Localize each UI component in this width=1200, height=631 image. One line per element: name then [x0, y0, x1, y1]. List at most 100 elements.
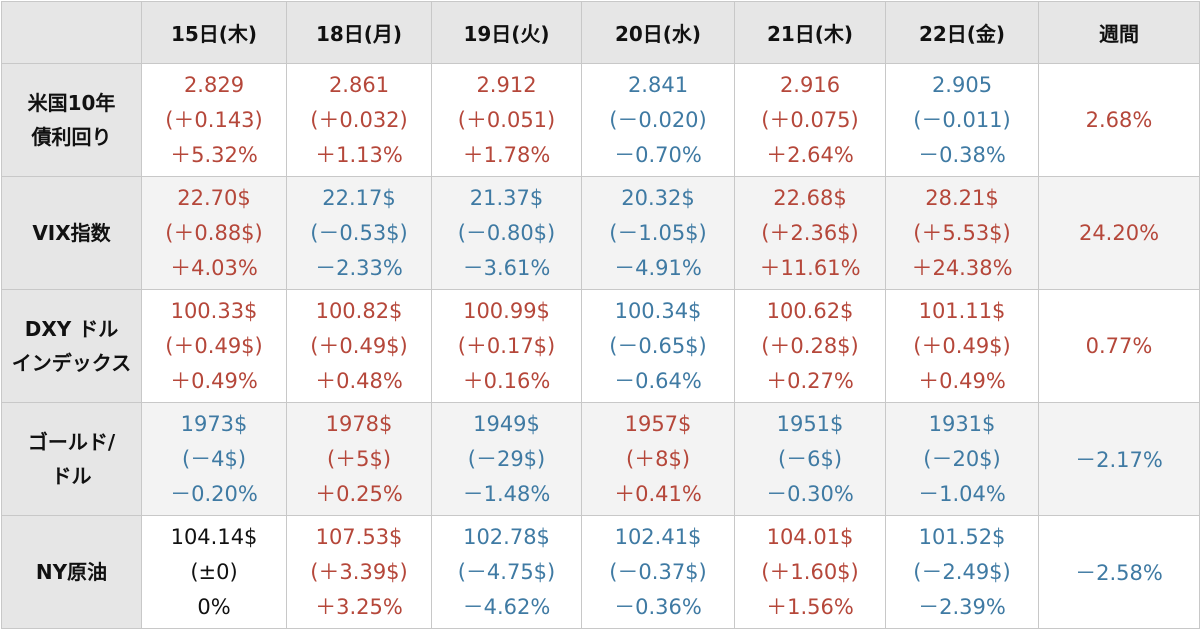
data-cell: 2.829 (＋0.143) ＋5.32% — [141, 63, 287, 177]
data-cell: 22.70$ (＋0.88$) ＋4.03% — [141, 176, 287, 290]
row-label-line: VIX指数 — [32, 221, 111, 245]
cell-change: (＋0.49$) — [310, 333, 408, 358]
cell-change: (－4.75$) — [457, 559, 556, 584]
column-header-day: 21日(木) — [734, 1, 886, 64]
cell-value: 107.53$ — [315, 524, 403, 549]
cell-value: 101.52$ — [918, 524, 1006, 549]
data-cell: 2.905 (－0.011) －0.38% — [885, 63, 1039, 177]
cell-pct: ＋1.78% — [462, 142, 551, 167]
cell-value: 102.78$ — [463, 524, 550, 549]
row-label-line: インデックス — [11, 351, 132, 375]
cell-pct: －0.70% — [614, 142, 702, 167]
cell-pct: ＋0.25% — [315, 481, 403, 506]
cell-value: 100.34$ — [614, 298, 702, 323]
cell-pct: ＋1.56% — [766, 594, 854, 619]
weekly-cell: 0.77% — [1038, 289, 1200, 403]
cell-value: 1951$ — [776, 411, 844, 436]
data-cell: 104.01$ (＋1.60$) ＋1.56% — [734, 515, 886, 629]
cell-value: 104.01$ — [766, 524, 854, 549]
cell-pct: －1.48% — [462, 481, 551, 506]
cell-change: (＋0.49$) — [165, 333, 263, 358]
cell-change: (－1.05$) — [609, 220, 707, 245]
cell-value: 2.829 — [183, 72, 245, 97]
cell-value: 100.33$ — [170, 298, 258, 323]
data-cell: 100.62$ (＋0.28$) ＋0.27% — [734, 289, 886, 403]
cell-value: 22.70$ — [177, 185, 251, 210]
column-header-day: 15日(木) — [141, 1, 287, 64]
cell-pct: ＋0.27% — [766, 368, 854, 393]
cell-pct: －2.33% — [315, 255, 403, 280]
cell-pct: 0% — [197, 594, 231, 619]
data-cell: 101.52$ (－2.49$) －2.39% — [885, 515, 1039, 629]
column-header-day: 20日(水) — [581, 1, 735, 64]
data-cell: 1931$ (－20$) －1.04% — [885, 402, 1039, 516]
cell-change: (－0.65$) — [609, 333, 707, 358]
weekly-cell: －2.17% — [1038, 402, 1200, 516]
row-label-line: NY原油 — [35, 560, 108, 584]
row-label-line: ドル — [51, 464, 92, 488]
data-cell: 100.33$ (＋0.49$) ＋0.49% — [141, 289, 287, 403]
row-label-line: DXY ドル — [24, 317, 119, 341]
row-label: NY原油 — [1, 515, 142, 629]
cell-pct: ＋24.38% — [911, 255, 1013, 280]
cell-value: 100.62$ — [766, 298, 854, 323]
table-row: 米国10年 債利回り 2.829 (＋0.143) ＋5.32% 2.861 (＋0.032… — [1, 63, 1200, 177]
cell-pct: －4.91% — [614, 255, 702, 280]
table-row: VIX指数 22.70$ (＋0.88$) ＋4.03% 22.17$ (－0.53$) －… — [1, 176, 1200, 290]
row-label-line: 債利回り — [31, 125, 112, 149]
cell-value: 20.32$ — [621, 185, 695, 210]
cell-change: (－0.011) — [913, 107, 1011, 132]
cell-change: (＋5$) — [326, 446, 392, 471]
weekly-cell: －2.58% — [1038, 515, 1200, 629]
row-label: 米国10年債利回り — [1, 63, 142, 177]
table-body: 米国10年 債利回り 2.829 (＋0.143) ＋5.32% 2.861 (＋0.032… — [1, 63, 1200, 629]
cell-pct: ＋4.03% — [170, 255, 258, 280]
column-header-weekly: 週間 — [1038, 1, 1200, 64]
data-cell: 104.14$ (±0) 0% — [141, 515, 287, 629]
data-cell: 2.912 (＋0.051) ＋1.78% — [431, 63, 582, 177]
row-label-line: 米国10年 — [27, 91, 116, 115]
cell-pct: －3.61% — [462, 255, 551, 280]
cell-value: 2.916 — [779, 72, 841, 97]
cell-value: 22.68$ — [773, 185, 847, 210]
cell-pct: ＋0.49% — [170, 368, 258, 393]
corner-cell — [1, 1, 142, 64]
cell-value: 1978$ — [325, 411, 393, 436]
cell-change: (－0.020) — [609, 107, 707, 132]
cell-change: (－29$) — [467, 446, 546, 471]
cell-pct: －4.62% — [462, 594, 551, 619]
cell-pct: ＋5.32% — [170, 142, 258, 167]
data-cell: 1949$ (－29$) －1.48% — [431, 402, 582, 516]
table-row: ゴールド/ドル 1973$ (－4$) －0.20% 1978$ (＋5$) ＋0.25% 1… — [1, 402, 1200, 516]
data-cell: 100.34$ (－0.65$) －0.64% — [581, 289, 735, 403]
cell-pct: －0.20% — [170, 481, 258, 506]
cell-value: 2.912 — [476, 72, 537, 97]
cell-value: 100.82$ — [315, 298, 403, 323]
weekly-cell: 2.68% — [1038, 63, 1200, 177]
cell-pct: －0.38% — [918, 142, 1006, 167]
cell-change: (＋0.49$) — [913, 333, 1011, 358]
data-cell: 28.21$ (＋5.53$) ＋24.38% — [885, 176, 1039, 290]
cell-change: (－0.53$) — [310, 220, 408, 245]
cell-value: 101.11$ — [918, 298, 1006, 323]
table-row: DXY ドル インデックス 100.33$ (＋0.49$) ＋0.49% 100.82$… — [1, 289, 1200, 403]
cell-value: 21.37$ — [469, 185, 544, 210]
data-cell: 100.99$ (＋0.17$) ＋0.16% — [431, 289, 582, 403]
data-cell: 102.41$ (－0.37$) －0.36% — [581, 515, 735, 629]
cell-pct: －1.04% — [918, 481, 1006, 506]
cell-value: 22.17$ — [322, 185, 396, 210]
cell-value: 100.99$ — [463, 298, 550, 323]
cell-value: 1931$ — [928, 411, 996, 436]
column-header-day: 22日(金) — [885, 1, 1039, 64]
cell-value: 104.14$ — [170, 524, 258, 549]
cell-change: (＋3.39$) — [310, 559, 408, 584]
cell-change: (＋8$) — [625, 446, 691, 471]
data-cell: 1978$ (＋5$) ＋0.25% — [286, 402, 432, 516]
cell-change: (＋0.28$) — [761, 333, 859, 358]
weekly-cell: 24.20% — [1038, 176, 1200, 290]
data-cell: 2.916 (＋0.075) ＋2.64% — [734, 63, 886, 177]
cell-value: 1949$ — [473, 411, 540, 436]
cell-change: (－6$) — [777, 446, 843, 471]
cell-pct: －0.36% — [614, 594, 702, 619]
